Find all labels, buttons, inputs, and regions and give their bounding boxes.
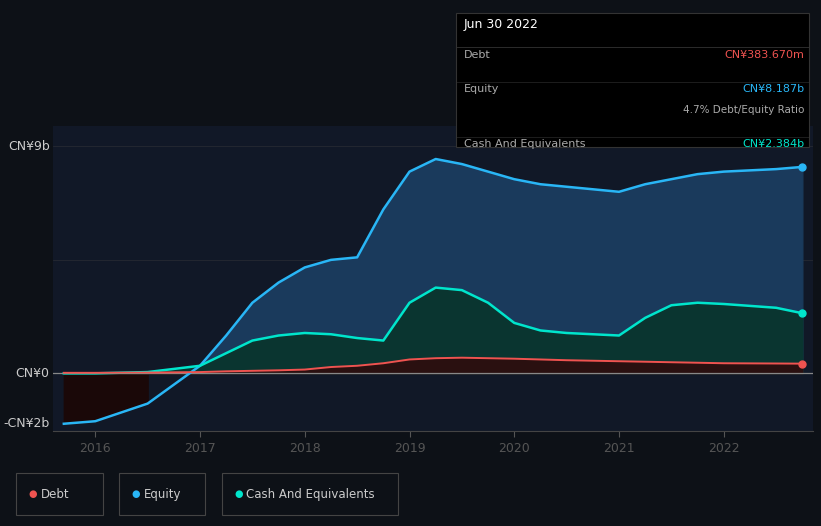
Text: CN¥383.670m: CN¥383.670m bbox=[725, 50, 805, 60]
Text: Debt: Debt bbox=[41, 488, 70, 501]
Text: Equity: Equity bbox=[464, 84, 499, 94]
Text: Cash And Equivalents: Cash And Equivalents bbox=[464, 139, 585, 149]
Text: Debt: Debt bbox=[464, 50, 491, 60]
Text: -CN¥2b: -CN¥2b bbox=[3, 417, 49, 430]
Text: CN¥8.187b: CN¥8.187b bbox=[742, 84, 805, 94]
Text: CN¥9b: CN¥9b bbox=[8, 140, 49, 153]
Text: ●: ● bbox=[29, 489, 37, 500]
Text: 4.7% Debt/Equity Ratio: 4.7% Debt/Equity Ratio bbox=[683, 105, 805, 115]
Text: Cash And Equivalents: Cash And Equivalents bbox=[246, 488, 375, 501]
Text: CN¥2.384b: CN¥2.384b bbox=[742, 139, 805, 149]
Text: ●: ● bbox=[131, 489, 140, 500]
Text: Equity: Equity bbox=[144, 488, 181, 501]
Text: CN¥0: CN¥0 bbox=[16, 367, 49, 380]
Text: ●: ● bbox=[234, 489, 242, 500]
Text: Jun 30 2022: Jun 30 2022 bbox=[464, 18, 539, 32]
